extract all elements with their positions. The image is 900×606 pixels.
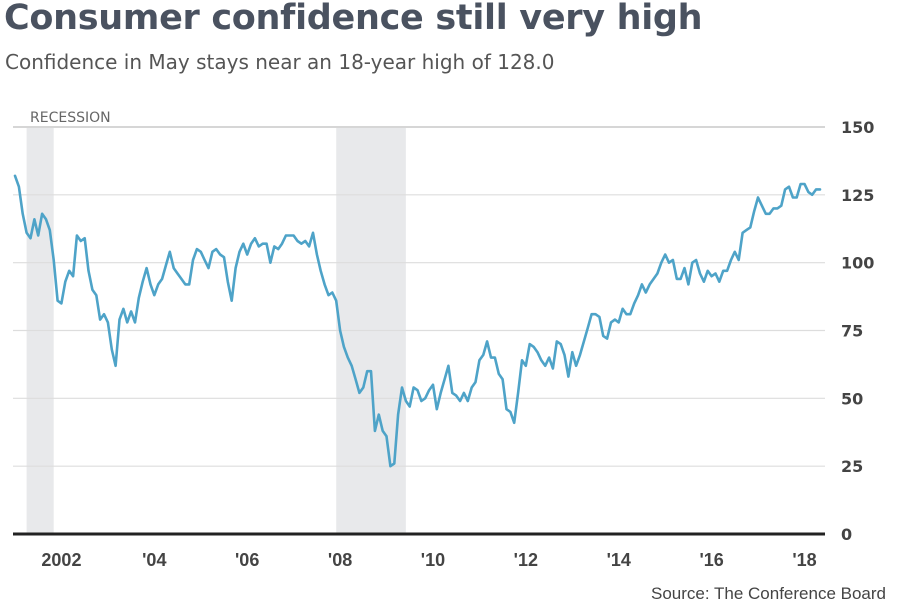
y-tick-label: 0 [841, 525, 852, 544]
x-axis-ticks: 2002 '04 '06 '08 '10 '12 '14 '16 '18 [41, 550, 816, 570]
y-axis-ticks: 0 25 50 75 100 125 150 [841, 118, 874, 544]
x-tick-label: '06 [235, 550, 259, 570]
x-tick-label: '04 [142, 550, 166, 570]
series-line-consumer-confidence [13, 174, 822, 468]
x-tick-label: '10 [421, 550, 445, 570]
x-tick-label: '16 [699, 550, 723, 570]
y-tick-label: 150 [841, 118, 874, 137]
recession-label: RECESSION [30, 110, 111, 126]
gridlines [13, 126, 825, 467]
y-tick-label: 125 [841, 186, 874, 205]
y-tick-label: 50 [841, 389, 863, 408]
x-tick-label: '18 [792, 550, 816, 570]
chart-subtitle: Confidence in May stays near an 18-year … [5, 50, 555, 74]
x-tick-label: '12 [514, 550, 538, 570]
x-tick-label: '08 [328, 550, 352, 570]
y-tick-label: 25 [841, 457, 863, 476]
chart-title: Consumer confidence still very high [4, 0, 703, 38]
x-tick-label: 2002 [41, 550, 81, 570]
y-tick-label: 75 [841, 322, 863, 341]
y-tick-label: 100 [841, 254, 874, 273]
source-note: Source: The Conference Board [651, 584, 886, 603]
x-tick-label: '14 [607, 550, 631, 570]
